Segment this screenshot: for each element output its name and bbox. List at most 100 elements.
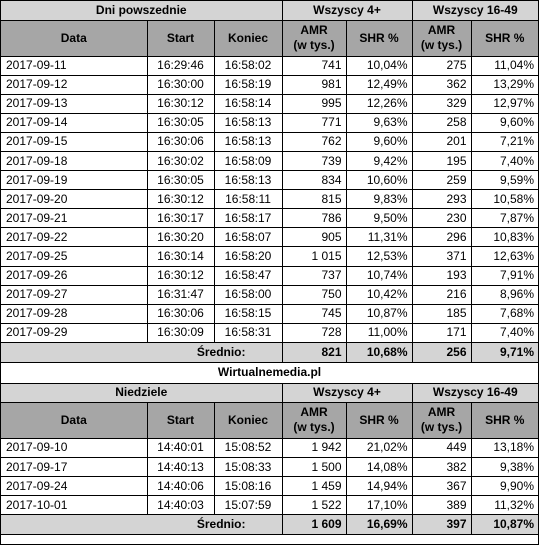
average-label: Średnio: bbox=[1, 514, 283, 536]
avg-amr-all: 1 609 bbox=[281, 514, 347, 536]
cell-shr-all: 10,60% bbox=[345, 170, 413, 191]
cell-shr-1649: 12,63% bbox=[470, 246, 539, 267]
col-start: Start bbox=[146, 19, 215, 57]
cell-end: 16:58:02 bbox=[213, 55, 283, 76]
cell-amr-1649: 216 bbox=[411, 284, 472, 305]
col-date: Data bbox=[1, 401, 148, 439]
cell-shr-1649: 7,68% bbox=[470, 303, 539, 324]
cell-amr-all: 741 bbox=[281, 55, 347, 76]
cell-shr-1649: 9,38% bbox=[470, 456, 539, 478]
weekend-group-1649: Wszyscy 16-49 bbox=[411, 383, 539, 403]
cell-end: 16:58:13 bbox=[213, 131, 283, 152]
table-row: 2017-09-12 16:30:00 16:58:19 981 12,49% 362 13… bbox=[1, 74, 539, 95]
cell-start: 16:30:00 bbox=[146, 74, 215, 95]
cell-date: 2017-09-13 bbox=[1, 93, 148, 114]
cell-end: 16:58:17 bbox=[213, 208, 283, 229]
cell-amr-all: 771 bbox=[281, 112, 347, 133]
col-shr-1649: SHR % bbox=[470, 401, 539, 439]
cell-start: 16:30:12 bbox=[146, 189, 215, 210]
cell-date: 2017-09-18 bbox=[1, 150, 148, 172]
cell-end: 16:58:13 bbox=[213, 170, 283, 191]
col-date: Data bbox=[1, 19, 148, 57]
weekend-average: Średnio: 1 609 16,69% 397 10,87% bbox=[1, 514, 539, 536]
cell-amr-all: 815 bbox=[281, 189, 347, 210]
cell-amr-1649: 371 bbox=[411, 246, 472, 267]
cell-start: 16:30:09 bbox=[146, 322, 215, 343]
cell-end: 16:58:15 bbox=[213, 303, 283, 324]
cell-amr-all: 737 bbox=[281, 265, 347, 286]
cell-end: 16:58:20 bbox=[213, 246, 283, 267]
cell-end: 16:58:47 bbox=[213, 265, 283, 286]
cell-end: 15:08:52 bbox=[213, 437, 283, 459]
cell-end: 16:58:09 bbox=[213, 150, 283, 172]
avg-amr-all: 821 bbox=[281, 342, 347, 363]
cell-end: 16:58:19 bbox=[213, 74, 283, 95]
cell-amr-1649: 293 bbox=[411, 189, 472, 210]
cell-shr-1649: 7,40% bbox=[470, 322, 539, 343]
cell-amr-1649: 258 bbox=[411, 112, 472, 133]
cell-start: 16:30:12 bbox=[146, 93, 215, 114]
cell-date: 2017-09-27 bbox=[1, 284, 148, 305]
cell-amr-1649: 259 bbox=[411, 170, 472, 191]
cell-amr-all: 995 bbox=[281, 93, 347, 114]
cell-shr-all: 17,10% bbox=[345, 495, 413, 516]
cell-amr-1649: 329 bbox=[411, 93, 472, 114]
col-amr-line1: AMR bbox=[300, 405, 328, 420]
table-row: 2017-09-15 16:30:06 16:58:13 762 9,60% 201 7,2… bbox=[1, 131, 539, 152]
avg-shr-1649: 10,87% bbox=[470, 514, 539, 536]
cell-shr-all: 9,83% bbox=[345, 189, 413, 210]
table-row: 2017-09-11 16:29:46 16:58:02 741 10,04% 275 11… bbox=[1, 55, 539, 76]
col-amr-line2: (w tys.) bbox=[420, 420, 463, 435]
cell-start: 14:40:13 bbox=[146, 456, 215, 478]
cell-shr-1649: 10,58% bbox=[470, 189, 539, 210]
col-amr-all: AMR (w tys.) bbox=[281, 19, 347, 57]
cell-amr-all: 905 bbox=[281, 227, 347, 248]
cell-amr-all: 1 500 bbox=[281, 456, 347, 478]
weekend-column-header: Data Start Koniec AMR (w tys.) SHR % AMR(… bbox=[1, 401, 539, 439]
cell-date: 2017-09-29 bbox=[1, 322, 148, 343]
table-row: 2017-09-19 16:30:05 16:58:13 834 10,60% 259 9,… bbox=[1, 170, 539, 191]
table-row: 2017-09-27 16:31:47 16:58:00 750 10,42% 216 8,… bbox=[1, 284, 539, 305]
weekday-group-all: Wszyscy 4+ bbox=[281, 1, 413, 21]
table-row: 2017-09-14 16:30:05 16:58:13 771 9,63% 258 9,6… bbox=[1, 112, 539, 133]
col-start: Start bbox=[146, 401, 215, 439]
cell-date: 2017-09-14 bbox=[1, 112, 148, 133]
cell-shr-1649: 7,87% bbox=[470, 208, 539, 229]
cell-start: 16:29:46 bbox=[146, 55, 215, 76]
table-row: 2017-09-20 16:30:12 16:58:11 815 9,83% 293 10,… bbox=[1, 189, 539, 210]
cell-shr-all: 12,26% bbox=[345, 93, 413, 114]
cell-amr-1649: 230 bbox=[411, 208, 472, 229]
cell-end: 16:58:14 bbox=[213, 93, 283, 114]
cell-shr-1649: 12,97% bbox=[470, 93, 539, 114]
cell-shr-1649: 13,29% bbox=[470, 74, 539, 95]
table-row: 2017-09-28 16:30:06 16:58:15 745 10,87% 185 7,… bbox=[1, 303, 539, 324]
cell-shr-all: 9,63% bbox=[345, 112, 413, 133]
cell-end: 16:58:07 bbox=[213, 227, 283, 248]
cell-shr-1649: 11,32% bbox=[470, 495, 539, 516]
average-row: Średnio: 821 10,68% 256 9,71% bbox=[1, 342, 539, 363]
cell-amr-all: 1 942 bbox=[281, 437, 347, 459]
table-row: 2017-09-18 16:30:02 16:58:09 739 9,42% 195 7,4… bbox=[1, 150, 539, 172]
cell-amr-1649: 195 bbox=[411, 150, 472, 172]
cell-start: 14:40:01 bbox=[146, 437, 215, 459]
cell-amr-all: 834 bbox=[281, 170, 347, 191]
table-row: 2017-09-22 16:30:20 16:58:07 905 11,31% 296 10… bbox=[1, 227, 539, 248]
weekday-column-header: Data Start Koniec AMR (w tys.) SHR % AMR(… bbox=[1, 19, 539, 57]
cell-shr-all: 12,53% bbox=[345, 246, 413, 267]
cell-date: 2017-09-11 bbox=[1, 55, 148, 76]
cell-shr-all: 11,00% bbox=[345, 322, 413, 343]
cell-start: 16:30:20 bbox=[146, 227, 215, 248]
cell-shr-all: 12,49% bbox=[345, 74, 413, 95]
cell-date: 2017-09-20 bbox=[1, 189, 148, 210]
cell-amr-all: 762 bbox=[281, 131, 347, 152]
cell-shr-1649: 7,91% bbox=[470, 265, 539, 286]
cell-date: 2017-09-25 bbox=[1, 246, 148, 267]
cell-shr-all: 14,94% bbox=[345, 476, 413, 497]
cell-end: 15:07:59 bbox=[213, 495, 283, 516]
cell-shr-1649: 9,90% bbox=[470, 476, 539, 497]
cell-amr-all: 728 bbox=[281, 322, 347, 343]
table-row: 2017-09-17 14:40:13 15:08:33 1 500 14,08% 382… bbox=[1, 456, 539, 478]
cell-date: 2017-09-24 bbox=[1, 476, 148, 497]
cell-amr-1649: 275 bbox=[411, 55, 472, 76]
